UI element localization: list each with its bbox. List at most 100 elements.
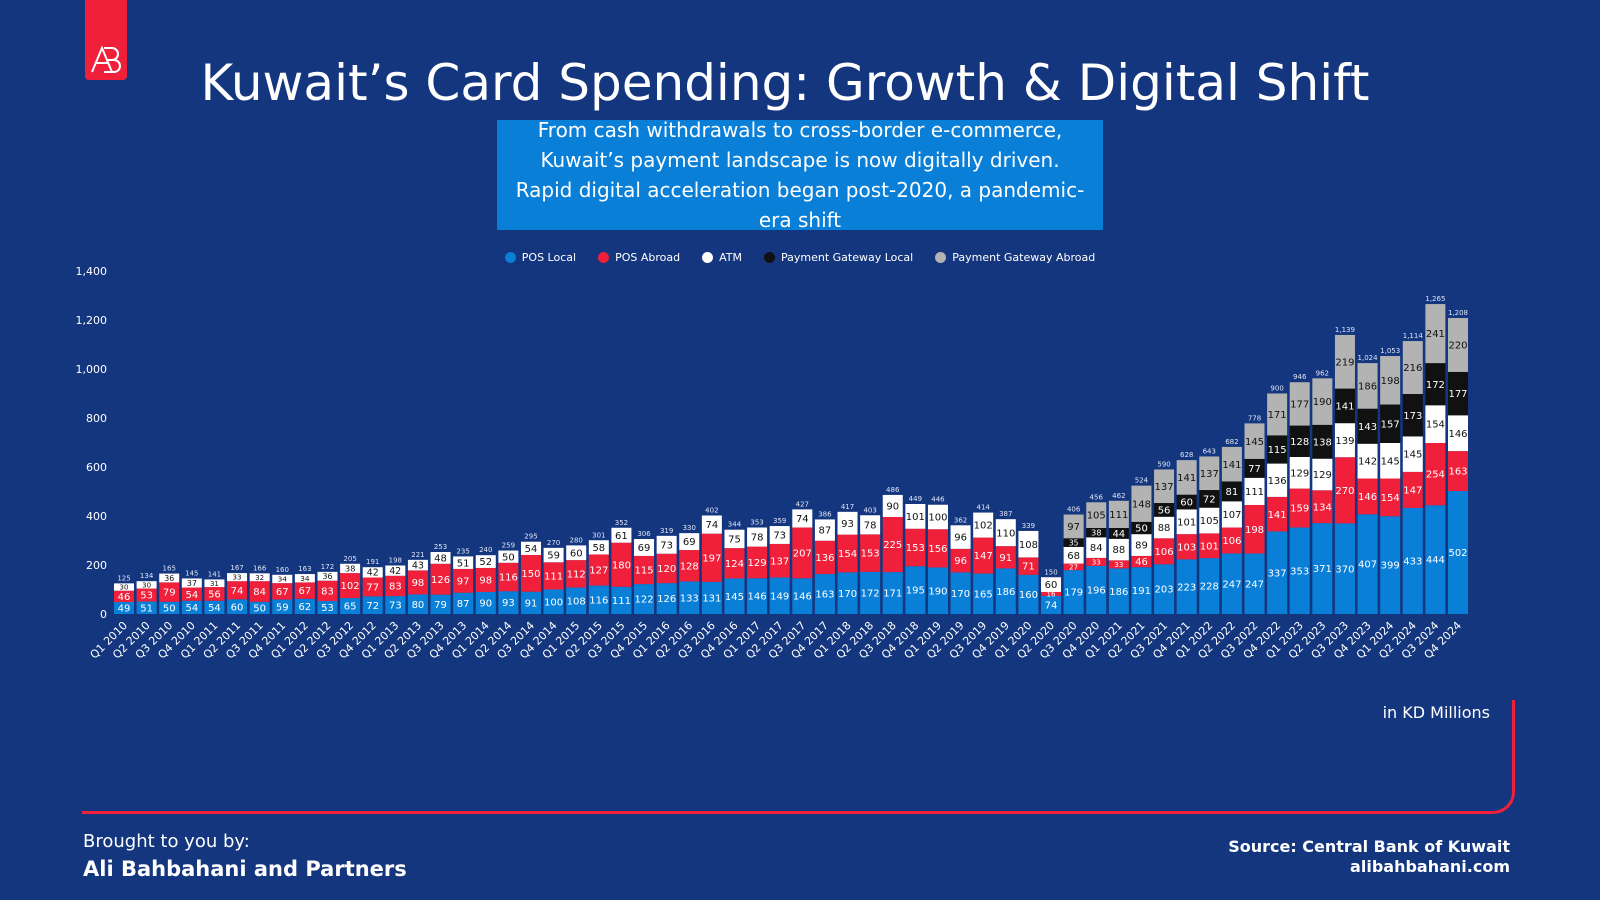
data-label: 73 <box>773 531 786 542</box>
data-label: 115 <box>1268 445 1287 456</box>
data-label: 53 <box>140 591 153 602</box>
bar-segment <box>498 550 519 563</box>
total-label: 125 <box>117 574 130 582</box>
total-label: 319 <box>660 527 673 535</box>
data-label: 79 <box>434 600 447 611</box>
data-label: 38 <box>1091 528 1102 538</box>
total-label: 403 <box>863 506 876 514</box>
data-label: 89 <box>1135 541 1148 552</box>
data-label: 120 <box>657 564 676 575</box>
bar-segment <box>927 529 948 568</box>
total-label: 253 <box>434 543 447 551</box>
bar-segment <box>679 533 700 551</box>
data-label: 56 <box>1158 505 1171 516</box>
data-label: 145 <box>1245 437 1264 448</box>
bar-segment <box>837 534 858 573</box>
total-label: 344 <box>728 521 742 529</box>
bar-segment <box>1312 378 1333 425</box>
total-label: 235 <box>456 547 469 555</box>
total-label: 280 <box>570 536 583 544</box>
bar-segment <box>1448 415 1468 452</box>
credit-name: Ali Bahbahani and Partners <box>83 857 407 881</box>
data-label: 27 <box>1069 563 1078 571</box>
bar-segment <box>611 586 632 614</box>
bar-segment <box>453 556 474 569</box>
data-label: 154 <box>838 549 857 560</box>
bar-segment <box>1448 451 1468 492</box>
bar-segment <box>950 572 971 614</box>
bar-segment <box>837 511 858 535</box>
total-label: 446 <box>931 496 945 504</box>
legend-swatch <box>702 252 714 263</box>
y-tick-label: 200 <box>86 559 107 572</box>
total-label: 486 <box>886 486 900 494</box>
data-label: 124 <box>725 559 744 570</box>
bar-segment <box>475 567 496 592</box>
data-label: 83 <box>321 586 334 597</box>
bar-segment <box>249 573 270 582</box>
data-label: 69 <box>638 543 651 554</box>
total-label: 172 <box>321 563 334 571</box>
bar-segment <box>1380 516 1401 614</box>
data-label: 129 <box>1290 468 1309 479</box>
bar-segment <box>136 601 157 614</box>
total-label: 150 <box>1044 568 1057 576</box>
data-label: 241 <box>1426 329 1445 340</box>
bar-segment <box>317 571 338 581</box>
data-label: 96 <box>954 556 967 567</box>
bar-segment <box>385 596 406 614</box>
data-label: 254 <box>1426 470 1445 481</box>
bar-segment <box>498 562 519 592</box>
data-label: 84 <box>253 587 266 598</box>
bar-segment <box>634 555 655 585</box>
bar-segment <box>701 515 722 534</box>
data-label: 54 <box>185 590 198 601</box>
data-label: 42 <box>367 568 379 579</box>
website-link[interactable]: alibahbahani.com <box>1350 857 1510 876</box>
bar-segment <box>204 579 225 588</box>
bar-segment <box>1018 557 1039 575</box>
total-label: 353 <box>750 519 763 527</box>
data-label: 43 <box>412 561 424 572</box>
bar-segment <box>317 580 338 602</box>
total-label: 414 <box>976 504 990 512</box>
total-label: 141 <box>208 570 221 578</box>
total-label: 417 <box>841 503 854 511</box>
data-label: 97 <box>457 576 470 587</box>
data-label: 105 <box>1087 511 1106 522</box>
bar-segment <box>1041 595 1062 614</box>
bar-segment <box>340 563 361 574</box>
total-label: 456 <box>1090 493 1104 501</box>
bar-segment <box>995 519 1016 547</box>
bar-segment <box>181 600 202 614</box>
bar-segment <box>1221 553 1242 614</box>
bar-segment <box>1063 546 1084 564</box>
data-label: 73 <box>389 601 402 612</box>
data-label: 228 <box>1200 582 1219 593</box>
bar-segment <box>1086 565 1107 614</box>
bar-segment <box>362 596 383 614</box>
data-label: 83 <box>389 582 402 593</box>
data-label: 110 <box>996 528 1015 539</box>
data-label: 34 <box>300 574 310 583</box>
data-label: 33 <box>1114 560 1123 569</box>
data-label: 88 <box>1112 545 1125 556</box>
bar-segment <box>1199 456 1220 491</box>
bar-segment <box>227 599 248 614</box>
bar-segment <box>1312 458 1333 491</box>
bar-segment <box>1199 533 1220 559</box>
bar-segment <box>747 527 768 547</box>
data-label: 337 <box>1268 568 1287 579</box>
total-label: 387 <box>999 510 1012 518</box>
bar-segment <box>1448 318 1468 372</box>
data-label: 197 <box>702 553 721 564</box>
bar-segment <box>588 554 609 586</box>
bar-segment <box>1131 567 1152 614</box>
bar-segment <box>453 592 474 614</box>
bar-segment <box>860 534 881 572</box>
data-label: 88 <box>1158 523 1171 534</box>
bar-segment <box>747 578 768 614</box>
data-label: 51 <box>140 603 153 614</box>
bar-segment <box>1154 538 1175 565</box>
data-label: 30 <box>142 581 151 589</box>
